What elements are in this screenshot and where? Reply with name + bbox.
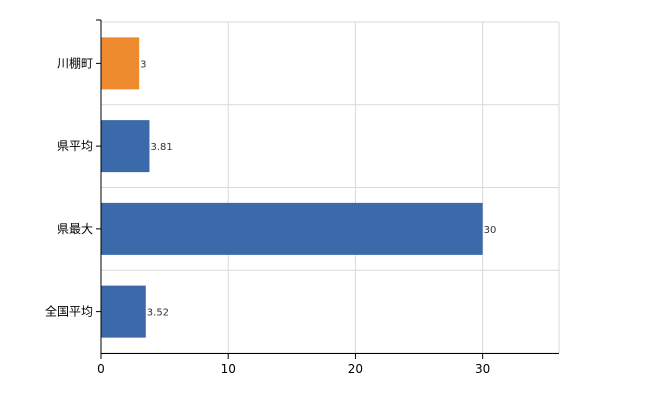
bar-2 [101, 120, 150, 173]
data-label-1: 3 [140, 59, 146, 70]
x-tick-label-10: 10 [221, 362, 236, 376]
bars [101, 37, 483, 338]
category-label-4: 全国平均 [45, 304, 93, 319]
x-tick-label-20: 20 [348, 362, 363, 376]
x-tick-label-0: 0 [97, 362, 105, 376]
data-labels: 3 3.81 30 3.52 [140, 59, 496, 318]
x-tick-label-30: 30 [475, 362, 490, 376]
bar-4 [101, 285, 146, 338]
data-label-4: 3.52 [147, 308, 169, 319]
bar-3 [101, 202, 483, 255]
category-label-3: 県最大 [57, 222, 93, 236]
bar-1 [101, 37, 140, 90]
grid [101, 21, 560, 354]
data-label-2: 3.81 [150, 142, 172, 153]
category-label-2: 県平均 [57, 139, 93, 153]
category-label-1: 川棚町 [57, 55, 93, 70]
data-label-3: 30 [484, 225, 497, 236]
